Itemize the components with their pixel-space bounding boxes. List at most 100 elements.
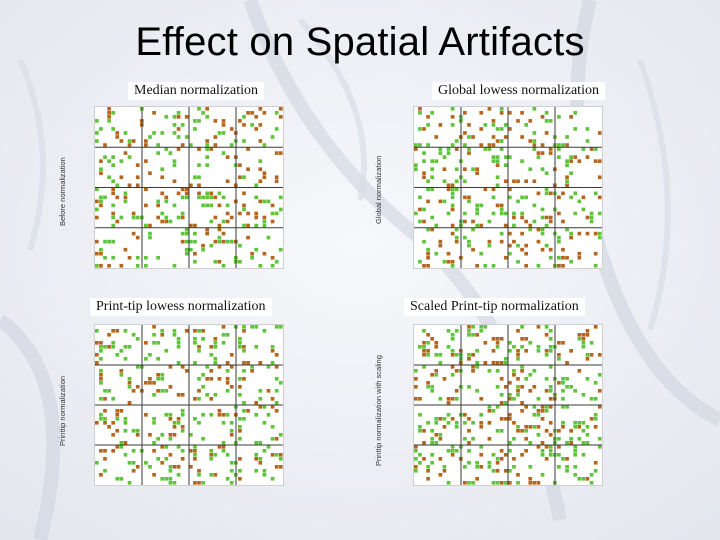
spot (221, 239, 226, 244)
spot (225, 377, 230, 381)
spot (217, 239, 222, 244)
spot (254, 413, 259, 417)
spot (508, 187, 512, 192)
spot (446, 397, 451, 401)
spot (597, 231, 602, 236)
spot (99, 199, 103, 204)
spot (115, 429, 120, 433)
spot (131, 215, 136, 220)
spot (557, 357, 561, 361)
spot (463, 195, 467, 200)
spot (172, 421, 177, 425)
spot (168, 477, 173, 481)
spot (270, 135, 275, 139)
spot (201, 243, 205, 248)
spot (495, 345, 500, 349)
spot (205, 231, 210, 236)
spot (573, 473, 578, 477)
spot (172, 425, 177, 429)
spot (512, 345, 516, 349)
spot (242, 223, 246, 228)
spot (446, 413, 451, 417)
spot (266, 199, 271, 204)
spot (160, 373, 165, 377)
spot (99, 251, 103, 256)
spot (127, 139, 132, 143)
spot (254, 469, 259, 473)
spot (123, 191, 128, 196)
spot (168, 465, 173, 469)
spot (589, 397, 594, 401)
spot (495, 469, 500, 473)
spot (561, 425, 565, 429)
spot (229, 215, 234, 220)
spot (164, 477, 169, 481)
spot (119, 159, 124, 163)
spot (278, 433, 283, 437)
spot (475, 263, 479, 268)
spot (111, 191, 116, 196)
spot (512, 369, 516, 373)
spot (254, 325, 259, 329)
spot (168, 365, 173, 369)
spot (152, 333, 156, 337)
spot (508, 469, 512, 473)
spot (593, 417, 598, 421)
spot (229, 365, 234, 369)
spot (266, 365, 271, 369)
spot (242, 401, 246, 405)
spot (454, 421, 459, 425)
spot (426, 251, 430, 256)
spot (548, 219, 553, 224)
spot (581, 341, 586, 345)
spot (246, 361, 250, 365)
spot (524, 425, 529, 429)
spot (225, 155, 230, 159)
spot (127, 183, 132, 188)
spot (495, 139, 500, 143)
spot (221, 441, 226, 445)
spot (160, 333, 165, 337)
spot (99, 473, 103, 477)
spot (197, 421, 201, 425)
spot (111, 223, 116, 228)
spot (512, 179, 516, 184)
spot (127, 155, 132, 159)
spot (438, 457, 443, 461)
spot (512, 465, 516, 469)
spot (540, 215, 545, 220)
spot (532, 139, 537, 143)
spot (193, 251, 197, 256)
spot (414, 457, 418, 461)
spot (197, 175, 201, 180)
spot (135, 175, 140, 180)
spot (565, 159, 569, 163)
spot (532, 219, 537, 224)
spot (593, 413, 598, 417)
spot (438, 417, 443, 421)
spot (135, 337, 140, 341)
spot (274, 401, 279, 405)
spot (491, 453, 496, 457)
spot (463, 437, 467, 441)
spot (581, 195, 586, 200)
spot (229, 143, 234, 147)
spot (467, 385, 471, 389)
spot (487, 405, 492, 409)
spot (548, 147, 553, 151)
spot (225, 211, 230, 216)
spot (561, 377, 565, 381)
spot (115, 183, 120, 188)
spot (152, 341, 156, 345)
spot (246, 211, 250, 216)
spot (168, 413, 173, 417)
spot (475, 207, 479, 212)
spot (593, 263, 598, 268)
spot (205, 393, 210, 397)
spot (184, 195, 189, 200)
spot (573, 155, 578, 159)
spot (238, 457, 242, 461)
spot (422, 457, 426, 461)
spot (95, 329, 99, 333)
spot (103, 409, 107, 413)
